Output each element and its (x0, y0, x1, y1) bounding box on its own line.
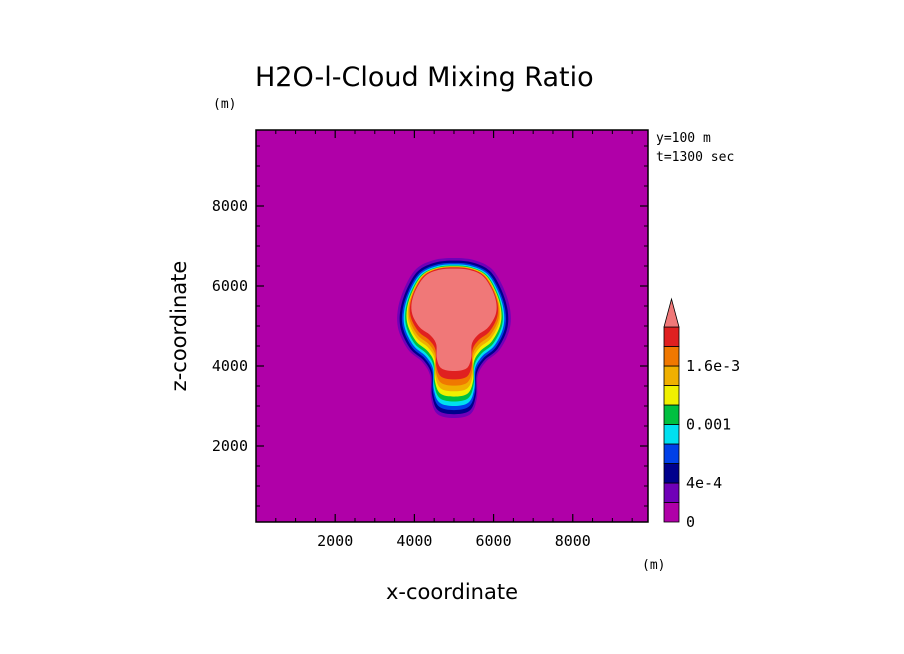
x-axis-ticks: 2000 4000 6000 8000 (275, 130, 633, 550)
colorbar-segment (663, 326, 680, 347)
x-tick-label: 2000 (317, 532, 353, 550)
colorbar-tick-label: 1.6e-3 (686, 357, 740, 375)
colorbar-segment (663, 424, 680, 445)
colorbar-segment (663, 443, 680, 464)
colorbar: 0 4e-4 0.001 1.6e-3 (663, 297, 740, 531)
chart-title: H2O-l-Cloud Mixing Ratio (255, 62, 594, 93)
x-tick-label: 8000 (555, 532, 591, 550)
y-tick-label: 2000 (212, 437, 248, 455)
y-tick-label: 4000 (212, 357, 248, 375)
x-axis-label: x-coordinate (386, 580, 518, 604)
colorbar-extend-max (663, 297, 680, 328)
x-tick-label: 6000 (476, 532, 512, 550)
colorbar-segment (663, 482, 680, 503)
y-unit-label: (m) (213, 97, 236, 112)
title-group: H2O-l-Cloud Mixing Ratio (m) (213, 62, 594, 112)
colorbar-tick-label: 4e-4 (686, 474, 722, 492)
y-tick-label: 6000 (212, 277, 248, 295)
plot-area: 2000 4000 6000 8000 2000 4000 6000 8000 (212, 129, 649, 550)
colorbar-segment (663, 404, 680, 425)
y-tick-label: 8000 (212, 197, 248, 215)
annotations: y=100 m t=1300 sec (656, 131, 734, 165)
y-axis-label: z-coordinate (167, 261, 191, 392)
annotation-time: t=1300 sec (656, 150, 734, 165)
y-axis-ticks: 2000 4000 6000 8000 (212, 145, 648, 507)
colorbar-segment (663, 385, 680, 406)
colorbar-segment (663, 463, 680, 484)
colorbar-tick-label: 0 (686, 513, 695, 531)
x-unit-label: (m) (642, 558, 665, 573)
annotation-y-position: y=100 m (656, 131, 711, 146)
cloud-contour-bands (397, 258, 511, 418)
cloud-band-10 (411, 268, 497, 371)
x-tick-label: 4000 (396, 532, 432, 550)
colorbar-segment (663, 365, 680, 386)
colorbar-segment (663, 502, 680, 523)
colorbar-segment (663, 346, 680, 367)
colorbar-tick-label: 0.001 (686, 416, 731, 434)
